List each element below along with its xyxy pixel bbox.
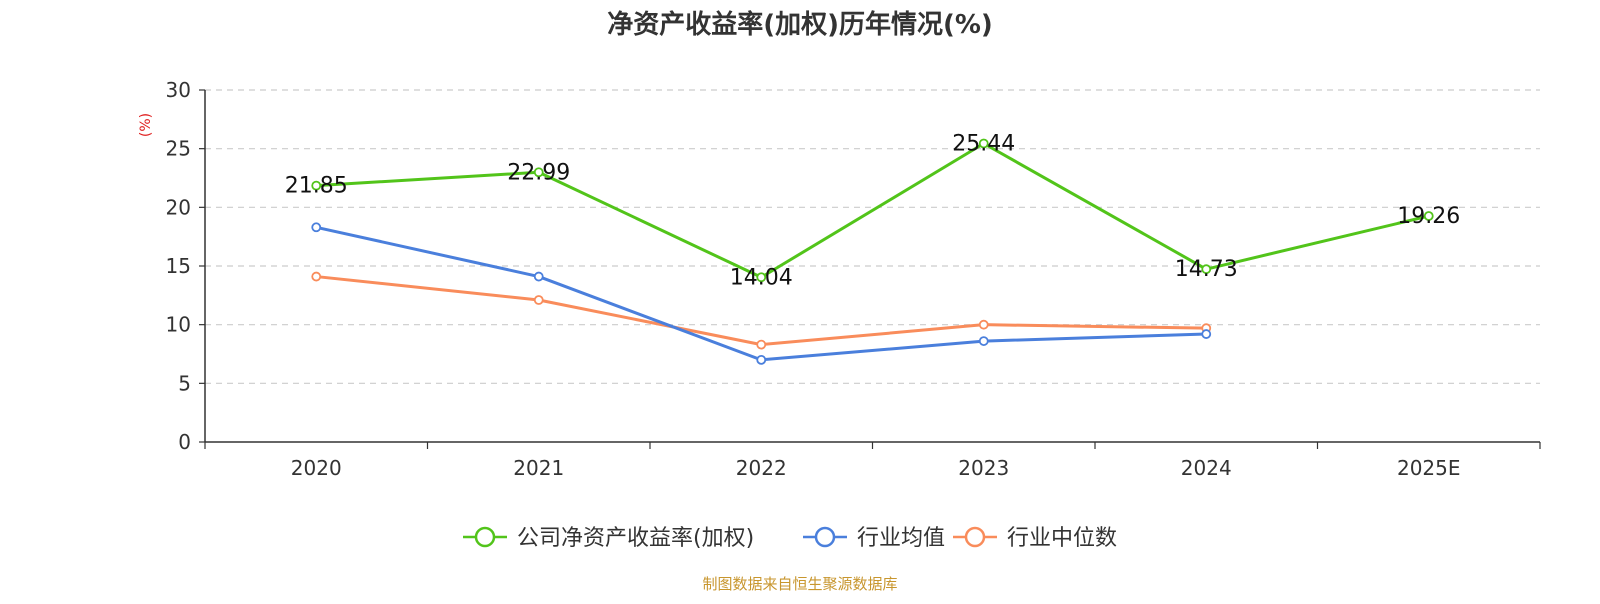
legend-marker (814, 526, 836, 548)
chart-title: 净资产收益率(加权)历年情况(%) (607, 9, 993, 40)
y-tick-label: 10 (166, 313, 191, 337)
series-0-point[interactable] (311, 180, 322, 191)
series-line-0 (316, 142, 1430, 279)
y-tick-label: 0 (178, 430, 191, 454)
series-1-point[interactable] (978, 336, 989, 346)
x-tick-label: 2023 (958, 456, 1009, 480)
y-tick-label: 5 (178, 371, 191, 395)
x-tick-label: 2021 (513, 456, 564, 480)
x-tick-label: 2020 (291, 456, 342, 480)
legend-marker (474, 526, 496, 548)
legend-marker (964, 526, 986, 548)
data-label: 25.44 (952, 132, 1015, 157)
x-tick-label: 2025E (1397, 456, 1461, 480)
grid-lines (205, 89, 1540, 384)
series-1-point[interactable] (756, 354, 767, 365)
series-1-point[interactable] (311, 222, 322, 233)
data-label: 14.04 (730, 265, 793, 290)
series-group (311, 138, 1434, 365)
data-label: 19.26 (1397, 204, 1460, 229)
series-0-point[interactable] (1201, 264, 1212, 275)
data-label: 14.73 (1175, 257, 1238, 282)
series-1-point[interactable] (533, 271, 544, 282)
series-0-point[interactable] (1423, 211, 1434, 221)
legend-label: 公司净资产收益率(加权) (517, 526, 754, 551)
source-note: 制图数据来自恒生聚源数据库 (702, 575, 897, 593)
series-2-point[interactable] (756, 339, 767, 350)
series-2-point[interactable] (978, 319, 989, 330)
series-0-point[interactable] (533, 167, 544, 178)
legend-item-1[interactable]: 行业均值 (803, 526, 945, 551)
series-0-point[interactable] (978, 138, 989, 149)
y-axis-label: (%) (138, 113, 154, 137)
y-tick-label: 30 (166, 78, 191, 102)
series-1-point[interactable] (1201, 329, 1212, 339)
series-0-point[interactable] (756, 272, 767, 283)
legend-label: 行业均值 (857, 526, 945, 551)
y-tick-label: 25 (166, 137, 191, 161)
data-label: 22.99 (507, 160, 570, 185)
x-tick-label: 2022 (736, 456, 787, 480)
data-label: 21.85 (285, 174, 348, 199)
y-tick-label: 20 (166, 195, 191, 219)
legend-item-2[interactable]: 行业中位数 (953, 526, 1117, 551)
x-tick-label: 2024 (1181, 456, 1232, 480)
y-tick-label: 15 (166, 254, 191, 278)
legend[interactable]: 公司净资产收益率(加权) 行业均值 行业中位数 (463, 526, 1117, 551)
axes: 0 5 10 15 20 25 30 2020 2021 2022 2023 2024 2025E (166, 78, 1541, 480)
series-2-point[interactable] (533, 295, 544, 305)
legend-item-0[interactable]: 公司净资产收益率(加权) (463, 526, 754, 551)
series-2-point[interactable] (311, 271, 322, 282)
legend-label: 行业中位数 (1007, 526, 1117, 551)
data-labels: 21.85 22.99 14.04 25.44 14.73 19.26 (285, 132, 1460, 291)
